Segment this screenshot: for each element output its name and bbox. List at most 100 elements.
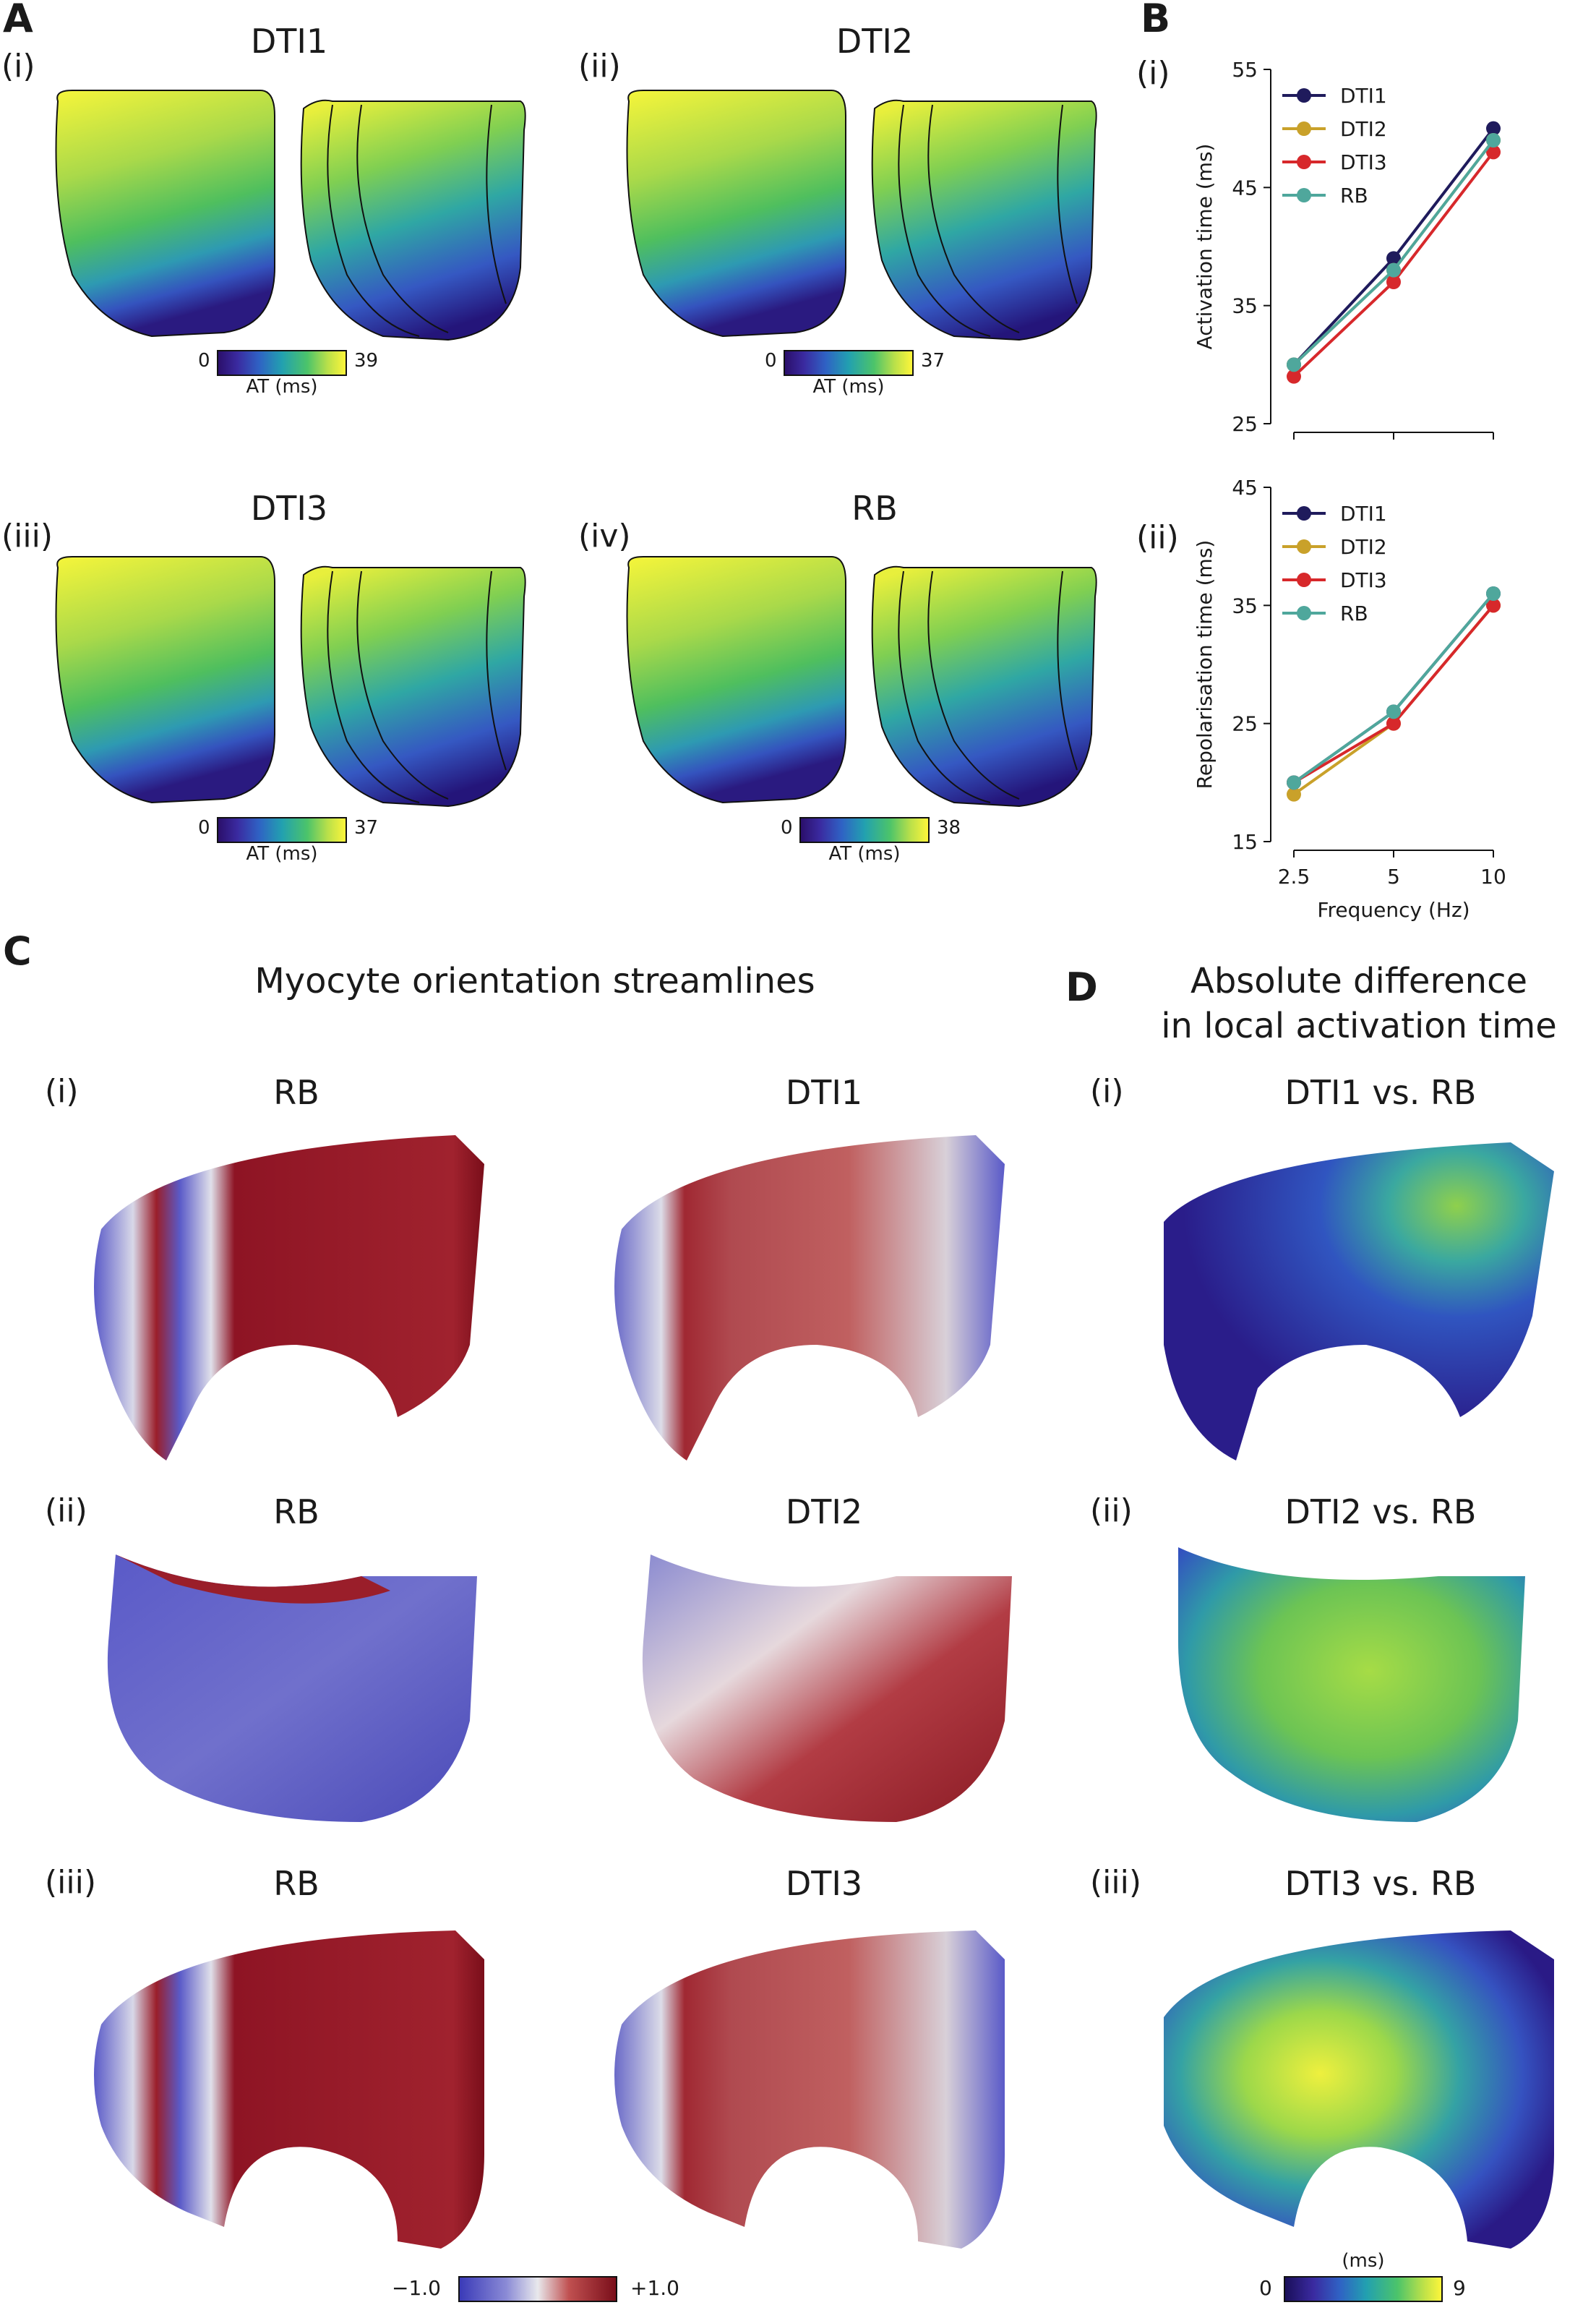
series-line-dti3-1 [1292, 604, 1495, 784]
panel-a-iv-label: (iv) [578, 518, 631, 555]
point-rb-0-2 [1486, 133, 1501, 147]
panel-c-i-left-title: RB [273, 1073, 319, 1112]
cb-a-ii-min: 0 [765, 350, 777, 372]
panel-a-iv-title: RB [851, 489, 898, 528]
point-dti1-0-2 [1486, 121, 1501, 136]
panel-d-iii-label: (iii) [1090, 1864, 1142, 1901]
legend-label-dti2-1: DTI2 [1340, 535, 1387, 559]
heart-map-rb [626, 556, 1097, 808]
panel-d-ii-label: (ii) [1090, 1492, 1133, 1529]
cb-c-min: −1.0 [392, 2276, 441, 2300]
series-line-dti1-1 [1292, 592, 1495, 784]
cb-a-i-min: 0 [198, 350, 210, 372]
panel-d-letter: D [1065, 965, 1098, 1010]
cb-a-iii-min: 0 [198, 817, 210, 839]
streamlines-c-i-rb [94, 1135, 484, 1461]
streamlines-c-ii-rb [107, 1555, 477, 1822]
legend-marker-rb-1 [1297, 606, 1311, 620]
panel-b-ii-label: (ii) [1136, 519, 1179, 556]
panel-c-ii-right-title: DTI2 [785, 1492, 863, 1531]
cb-d-max: 9 [1453, 2276, 1466, 2300]
panel-d-heading-2: in local activation time [1161, 1006, 1557, 1046]
diff-map-dti1-rb [1164, 1142, 1554, 1461]
panel-c-ii-left-title: RB [273, 1492, 319, 1531]
y-tick-label-0-0: 25 [1232, 412, 1258, 436]
point-dti3-0-0 [1287, 369, 1301, 384]
cb-a-iii-max: 37 [354, 817, 379, 839]
legend-marker-dti2-1 [1297, 539, 1311, 554]
panel-a-letter: A [3, 0, 33, 41]
streamlines-c-i-dti1 [614, 1135, 1005, 1461]
legend-marker-dti3-1 [1297, 573, 1311, 587]
legend-marker-dti3-0 [1297, 155, 1311, 169]
legend-label-rb-0: RB [1340, 184, 1368, 208]
panel-c-i-label: (i) [45, 1073, 79, 1110]
cb-c-max: +1.0 [630, 2276, 679, 2300]
panel-c-ii-label: (ii) [45, 1492, 87, 1529]
legend-label-dti1-0: DTI1 [1340, 84, 1387, 108]
cb-a-ii-bar [784, 350, 914, 376]
panel-d-ii-title: DTI2 vs. RB [1284, 1492, 1477, 1531]
panel-a-iii-title: DTI3 [250, 489, 328, 528]
cb-a-iii-bar [217, 817, 347, 843]
series-line-rb-1 [1292, 592, 1495, 784]
panel-d-heading-1: Absolute difference [1190, 961, 1527, 1001]
cb-a-ii-unit: AT (ms) [812, 376, 885, 398]
series-line-dti1-0 [1292, 127, 1495, 366]
point-rb-1-0 [1287, 775, 1301, 790]
panel-a-i-label: (i) [1, 48, 35, 85]
y-tick-label-1-3: 45 [1232, 476, 1258, 500]
cb-a-i-max: 39 [354, 350, 379, 372]
cb-a-iii-unit: AT (ms) [246, 843, 318, 865]
panel-d-i-label: (i) [1090, 1073, 1124, 1110]
point-rb-1-2 [1486, 586, 1501, 601]
panel-c-iii-right-title: DTI3 [785, 1864, 863, 1903]
y-tick-label-0-3: 55 [1232, 58, 1258, 82]
panel-a-iii-label: (iii) [1, 518, 53, 555]
y-axis-label-1: Repolarisation time (ms) [1193, 540, 1217, 790]
panel-a-ii-title: DTI2 [836, 22, 914, 61]
legend-label-dti1-1: DTI1 [1340, 502, 1387, 526]
panel-d-i-title: DTI1 vs. RB [1284, 1073, 1477, 1112]
cb-a-iv-unit: AT (ms) [828, 843, 901, 865]
legend-marker-rb-0 [1297, 188, 1311, 202]
y-tick-label-0-1: 35 [1232, 294, 1258, 318]
point-dti3-1-1 [1386, 716, 1401, 731]
panel-c-i-right-title: DTI1 [785, 1073, 863, 1112]
panel-c-heading: Myocyte orientation streamlines [254, 961, 815, 1001]
point-dti3-0-2 [1486, 145, 1501, 160]
cb-a-i-bar [217, 350, 347, 376]
legend-label-dti3-0: DTI3 [1340, 150, 1387, 174]
legend-label-dti3-1: DTI3 [1340, 568, 1387, 592]
x-axis-label: Frequency (Hz) [1317, 898, 1470, 922]
heart-map-dti1 [55, 90, 526, 341]
streamlines-c-ii-dti2 [642, 1555, 1012, 1822]
diff-map-dti2-rb [1178, 1547, 1525, 1822]
y-tick-label-1-0: 15 [1232, 830, 1258, 854]
x-tick-label-2: 10 [1480, 865, 1506, 889]
cb-d-unit: (ms) [1342, 2250, 1385, 2272]
streamlines-c-iii-dti3 [614, 1930, 1005, 2249]
panel-b-charts: 25 35 45 55 Activation time (ms) DTI1 DTI2 DTI3… [1193, 58, 1506, 922]
cb-d-min: 0 [1259, 2276, 1272, 2300]
point-dti3-0-1 [1386, 275, 1401, 289]
point-dti3-1-2 [1486, 598, 1501, 613]
x-tick-label-0: 2.5 [1278, 865, 1310, 889]
y-tick-label-0-2: 45 [1232, 176, 1258, 200]
diff-map-dti3-rb [1164, 1930, 1554, 2249]
panel-a-ii-label: (ii) [578, 48, 621, 85]
point-rb-1-1 [1386, 704, 1401, 719]
cb-a-iv-bar [799, 817, 930, 843]
legend-marker-dti1-0 [1297, 88, 1311, 103]
heart-map-dti2 [626, 90, 1097, 341]
cb-a-i-unit: AT (ms) [246, 376, 318, 398]
panel-c-iii-label: (iii) [45, 1864, 97, 1901]
y-tick-label-1-2: 35 [1232, 594, 1258, 617]
legend-label-rb-1: RB [1340, 602, 1368, 625]
legend-label-dti2-0: DTI2 [1340, 117, 1387, 141]
panel-a-i-title: DTI1 [250, 22, 328, 61]
cb-a-ii-max: 37 [921, 350, 945, 372]
point-dti1-0-1 [1386, 251, 1401, 266]
panel-b-i-label: (i) [1136, 55, 1170, 92]
panel-c-iii-left-title: RB [273, 1864, 319, 1903]
